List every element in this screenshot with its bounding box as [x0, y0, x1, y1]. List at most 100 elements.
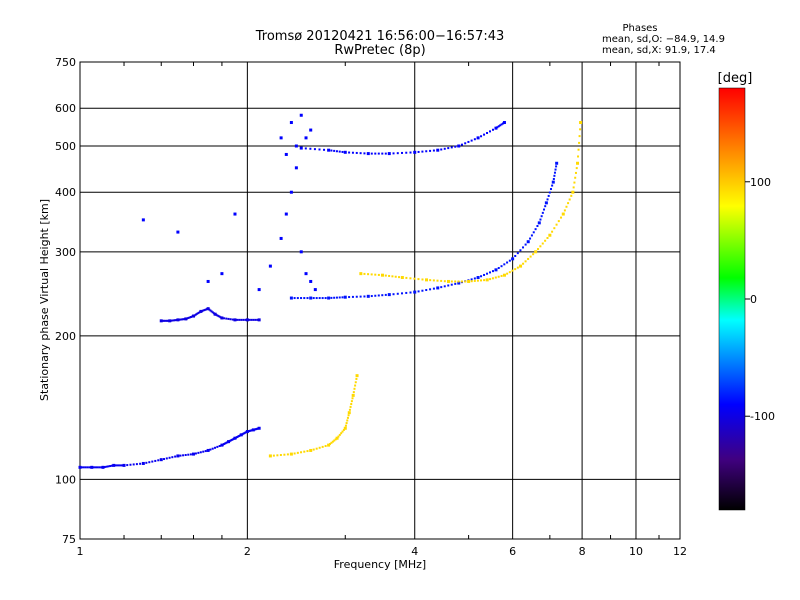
trace-dot — [396, 292, 399, 295]
trace-dot — [145, 461, 148, 464]
data-point — [309, 448, 313, 452]
trace-dot — [450, 283, 453, 286]
y-tick-label: 750 — [55, 56, 76, 69]
trace-dot — [182, 454, 185, 457]
trace-dot — [551, 184, 554, 187]
trace-dot — [171, 456, 174, 459]
trace-dot — [417, 278, 420, 281]
trace-dot — [340, 432, 343, 435]
data-point — [485, 278, 489, 282]
trace-dot — [315, 447, 318, 450]
data-point — [191, 314, 195, 318]
trace-dot — [377, 294, 380, 297]
data-point — [299, 250, 303, 254]
data-point — [457, 281, 461, 285]
trace-dot — [511, 269, 514, 272]
trace-dot — [324, 445, 327, 448]
trace-dot — [546, 198, 549, 201]
trace-dot — [341, 430, 344, 433]
data-point — [446, 279, 450, 283]
data-point — [206, 279, 210, 283]
trace-dot — [335, 150, 338, 153]
trace-dot — [483, 133, 486, 136]
data-point — [294, 166, 298, 170]
trace-dot — [555, 223, 558, 226]
trace-dot — [577, 155, 580, 158]
trace-dot — [464, 142, 467, 145]
trace-dot — [272, 454, 275, 457]
trace-dot — [116, 464, 119, 467]
data-point — [534, 250, 538, 254]
trace-dot — [443, 280, 446, 283]
trace-dot — [279, 454, 282, 457]
trace-dot — [516, 266, 519, 269]
x-tick-label: 1 — [77, 545, 84, 558]
data-point — [159, 319, 163, 323]
trace-dot — [225, 441, 228, 444]
trace-dot — [256, 318, 259, 321]
trace-dot — [202, 450, 205, 453]
y-tick-label: 500 — [55, 140, 76, 153]
data-point — [78, 465, 82, 469]
trace-dot — [417, 150, 420, 153]
trace-dot — [244, 431, 247, 434]
trace-dot — [432, 279, 435, 282]
trace-dot — [333, 439, 336, 442]
trace-dot — [454, 280, 457, 283]
data-point — [159, 458, 163, 462]
trace-dot — [429, 279, 432, 282]
data-point — [268, 454, 272, 458]
phases-title: Phases — [622, 23, 657, 34]
trace-dot — [391, 275, 394, 278]
plot-frame — [79, 61, 681, 540]
data-point — [309, 279, 313, 283]
trace-dot — [214, 446, 217, 449]
trace-dot — [543, 208, 546, 211]
grid-lines — [80, 62, 680, 539]
trace-dot — [480, 275, 483, 278]
trace-dot — [429, 149, 432, 152]
trace-dot — [394, 275, 397, 278]
trace-dot — [549, 188, 552, 191]
trace-dot — [480, 135, 483, 138]
trace-dot — [577, 148, 580, 151]
trace-dot — [532, 253, 535, 256]
trace-dot — [578, 141, 581, 144]
trace-dot — [163, 319, 166, 322]
data-point — [299, 113, 303, 117]
data-point — [467, 279, 471, 283]
trace-dot — [519, 249, 522, 252]
trace-dot — [573, 181, 576, 184]
trace-dot — [457, 280, 460, 283]
x-axis-ticks: 1 2 4 6 8 10 12 — [77, 62, 687, 558]
data-point — [206, 307, 210, 311]
trace-dot — [494, 276, 497, 279]
trace-dot — [486, 132, 489, 135]
trace-dot — [296, 297, 299, 300]
trace-dot — [421, 150, 424, 153]
trace-dot — [384, 152, 387, 155]
trace-dot — [330, 296, 333, 299]
trace-dot — [341, 150, 344, 153]
trace-dot — [522, 262, 525, 265]
data-point — [176, 454, 180, 458]
x-tick-label: 10 — [629, 545, 643, 558]
colorbar-tick-label: -100 — [750, 410, 775, 423]
trace-dot — [306, 450, 309, 453]
trace-dot — [109, 465, 112, 468]
trace-dot — [454, 282, 457, 285]
y-tick-label: 200 — [55, 330, 76, 343]
trace-dot — [189, 453, 192, 456]
trace-dot — [201, 309, 204, 312]
trace-dot — [486, 272, 489, 275]
trace-dot — [184, 454, 187, 457]
trace-dot — [514, 268, 517, 271]
trace-dot — [522, 246, 525, 249]
data-point — [359, 272, 363, 276]
data-point — [289, 121, 293, 125]
trace-dot — [554, 168, 557, 171]
trace-dot — [92, 466, 95, 469]
trace-dot — [121, 464, 124, 467]
trace-dot — [216, 314, 219, 317]
data-point — [257, 426, 261, 430]
